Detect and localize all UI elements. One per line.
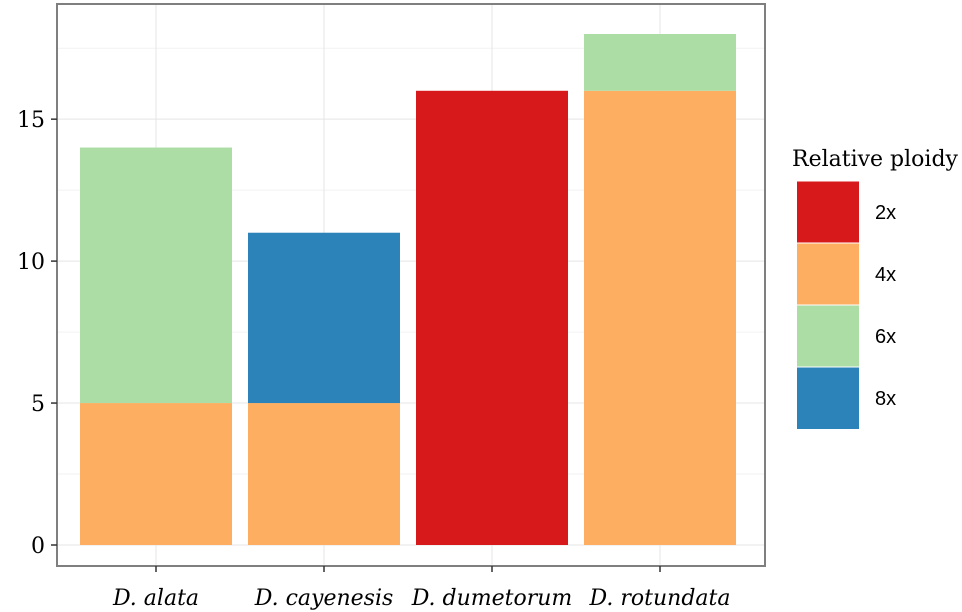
y-tick-label: 5	[31, 392, 45, 417]
x-tick-label: D. rotundata	[589, 586, 731, 611]
x-tick-label: D. alata	[112, 586, 199, 611]
legend-label: 8x	[875, 388, 896, 410]
bars	[80, 34, 736, 546]
bar-segment-6x	[80, 147, 232, 404]
legend-label: 6x	[875, 326, 896, 348]
bar-segment-8x	[248, 232, 400, 404]
bar-segment-4x	[584, 90, 736, 546]
x-axis: D. alata D. cayenesis D. dumetorum D. rotun…	[112, 566, 731, 611]
legend-title: Relative ploidy	[792, 147, 959, 172]
plot-panel	[56, 3, 766, 567]
x-tick-label: D. cayenesis	[254, 586, 394, 611]
bar-segment-4x	[248, 403, 400, 545]
bar-segment-4x	[80, 403, 232, 545]
legend-label: 4x	[875, 264, 896, 286]
y-tick-label: 15	[17, 108, 45, 133]
legend: Relative ploidy 2x 4x 6x 8x	[792, 147, 959, 429]
legend-key	[797, 243, 859, 305]
y-axis: 0 5 10 15	[17, 108, 57, 559]
panel-border	[56, 3, 766, 567]
y-tick-label: 10	[17, 250, 45, 275]
bar-segment-6x	[584, 34, 736, 91]
legend-key	[797, 181, 859, 243]
x-tick-label: D. dumetorum	[411, 586, 573, 611]
y-tick-label: 0	[31, 534, 45, 559]
bar-segment-2x	[416, 90, 568, 546]
legend-key	[797, 367, 859, 429]
legend-key	[797, 305, 859, 367]
legend-label: 2x	[875, 202, 896, 224]
